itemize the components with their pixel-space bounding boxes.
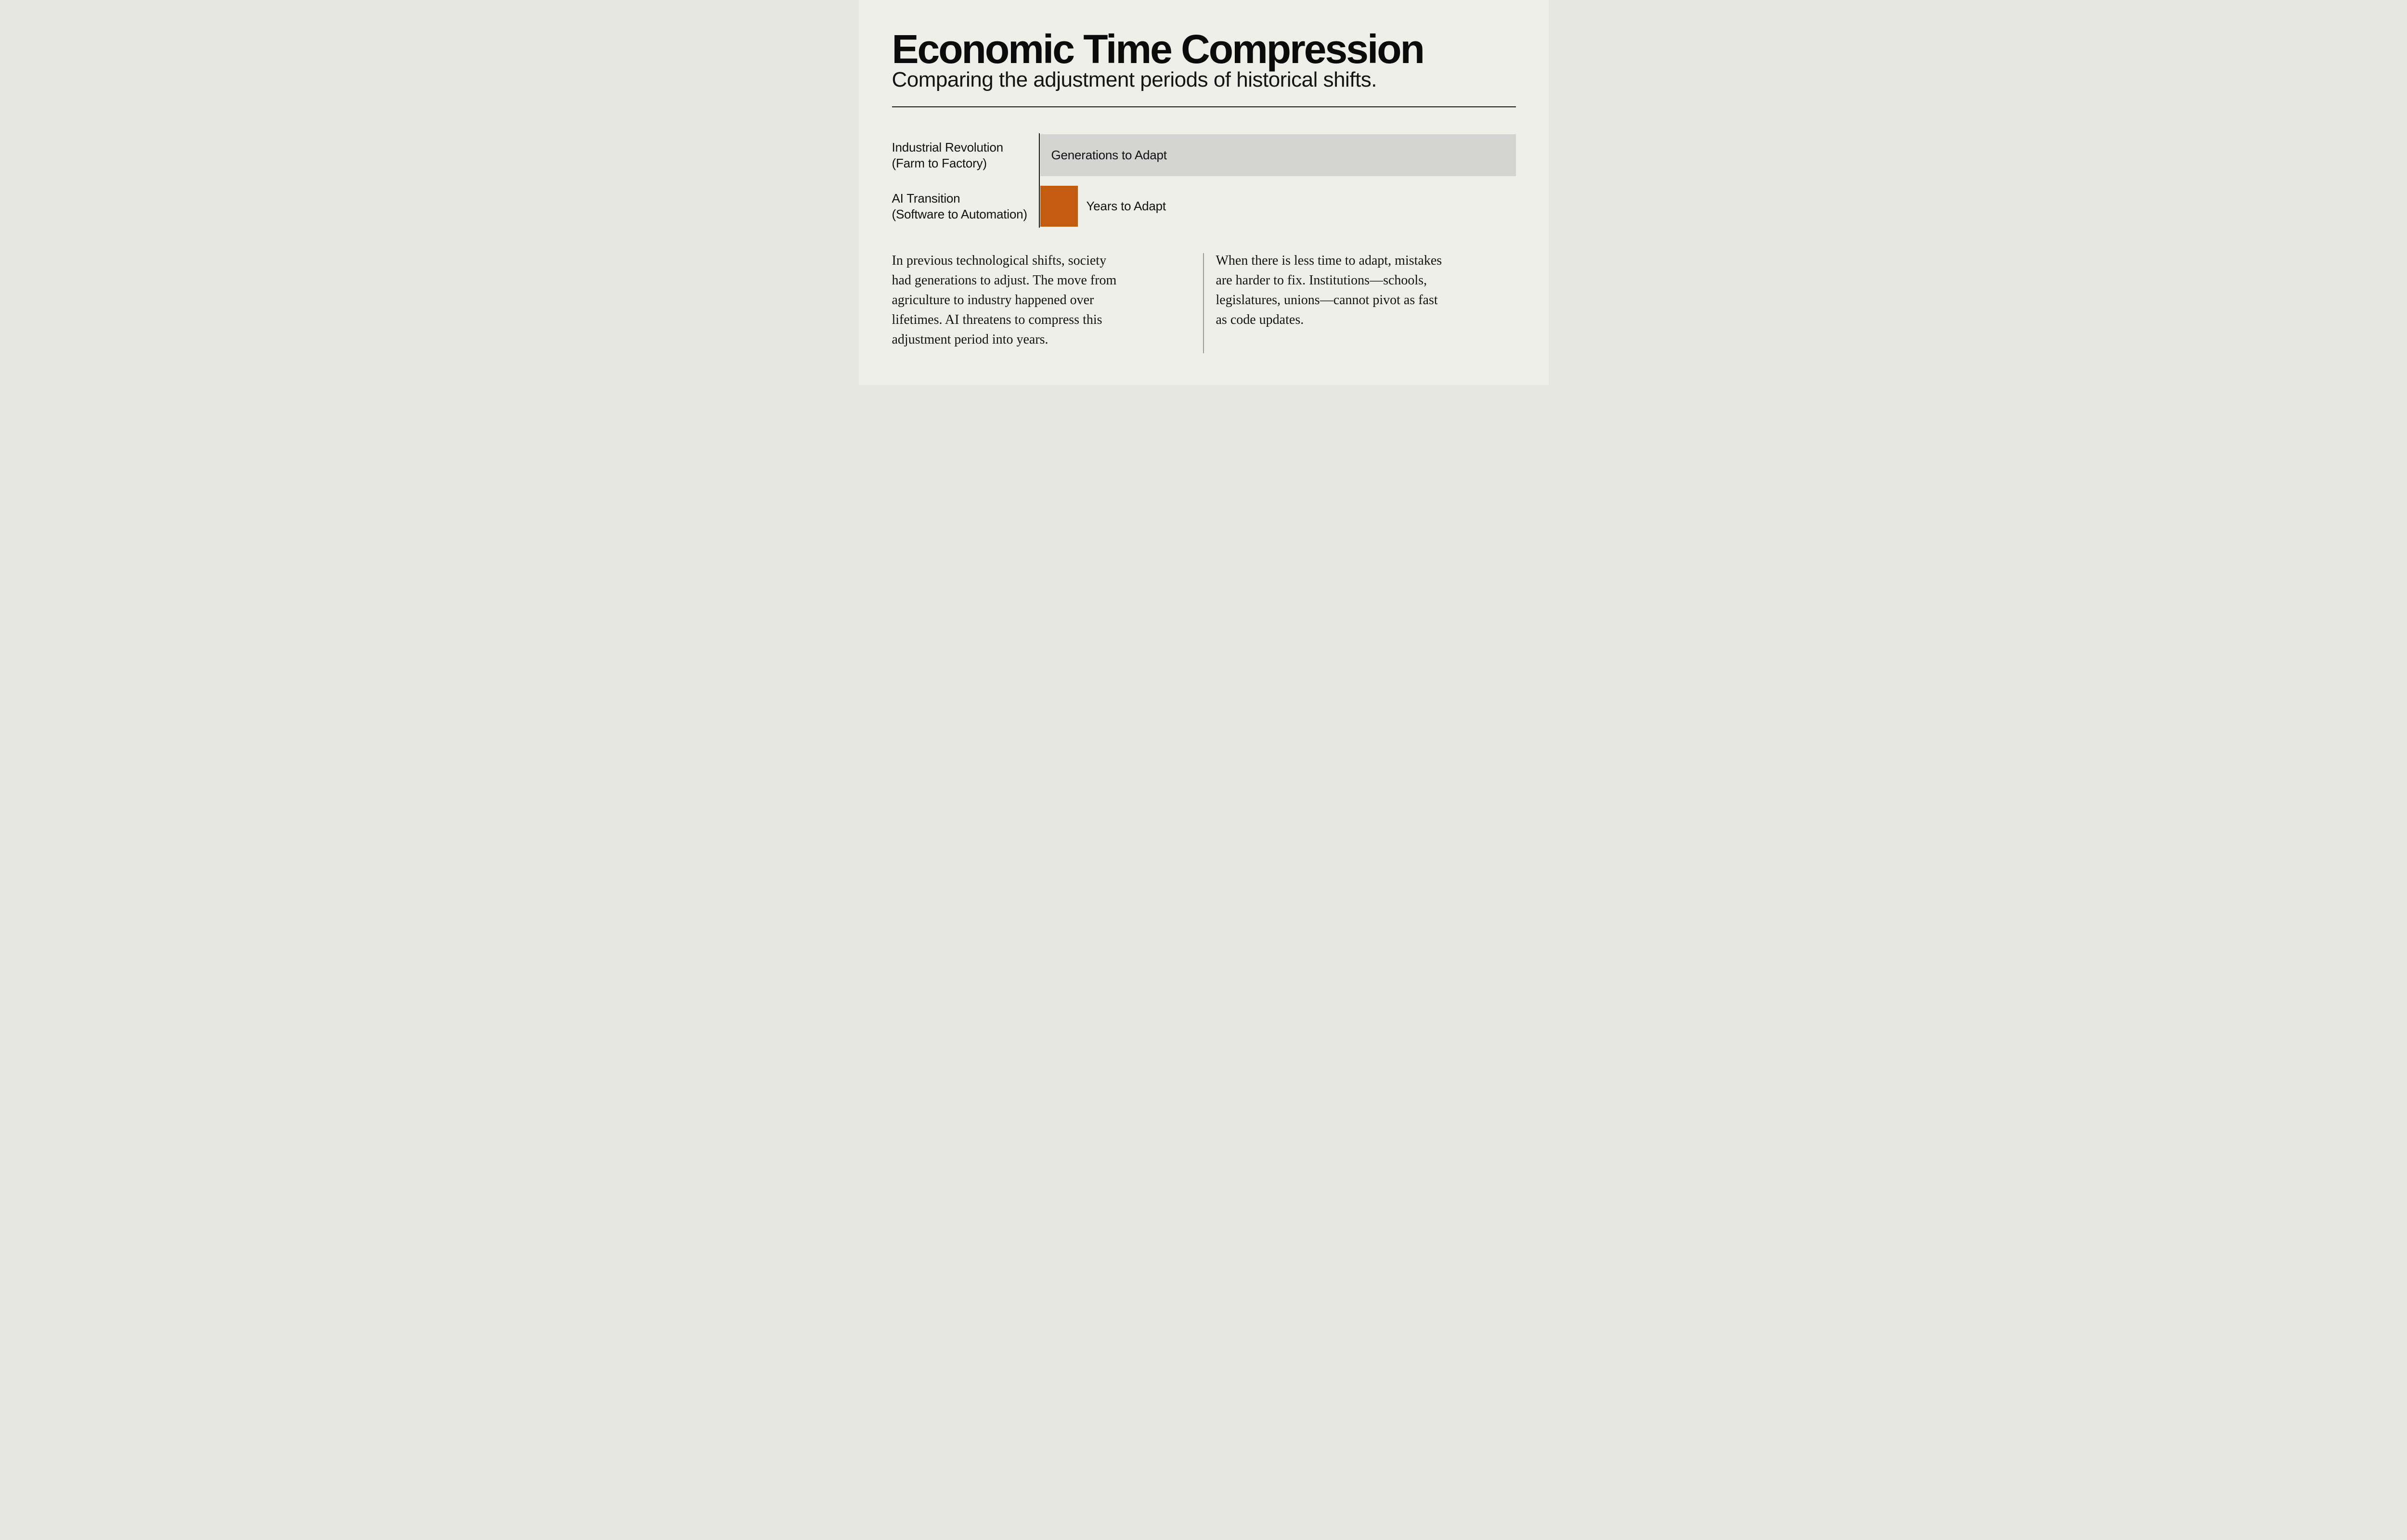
chart-baseline-axis — [1038, 133, 1040, 228]
category-label-industrial-revolution: Industrial Revolution (Farm to Factory) — [892, 140, 1004, 171]
chart-plot-area: Generations to Adapt Years to Adapt — [1040, 133, 1516, 228]
bar-row-ai: Years to Adapt — [1040, 186, 1516, 227]
bar-row-industrial: Generations to Adapt — [1040, 134, 1516, 176]
bar-chart: Industrial Revolution (Farm to Factory) … — [892, 133, 1516, 228]
infographic-page: Economic Time Compression Comparing the … — [858, 0, 1549, 385]
category-line: AI Transition — [892, 191, 960, 205]
body-paragraph-right: When there is less time to adapt, mistak… — [1216, 253, 1442, 327]
bar-label-years: Years to Adapt — [1086, 199, 1166, 213]
category-line: (Software to Automation) — [892, 207, 1028, 221]
category-line: Industrial Revolution — [892, 140, 1004, 154]
bar-years-to-adapt — [1040, 186, 1078, 227]
category-line: (Farm to Factory) — [892, 156, 987, 170]
page-title: Economic Time Compression — [892, 26, 1425, 72]
header-divider-rule — [892, 106, 1516, 107]
category-label-ai-transition: AI Transition (Software to Automation) — [892, 191, 1028, 222]
body-paragraph-left: In previous technological shifts, societ… — [892, 253, 1117, 347]
page-subtitle: Comparing the adjustment periods of hist… — [892, 68, 1377, 91]
bar-generations-to-adapt: Generations to Adapt — [1040, 134, 1516, 176]
bar-label-generations: Generations to Adapt — [1051, 148, 1167, 162]
column-divider — [1203, 253, 1204, 353]
